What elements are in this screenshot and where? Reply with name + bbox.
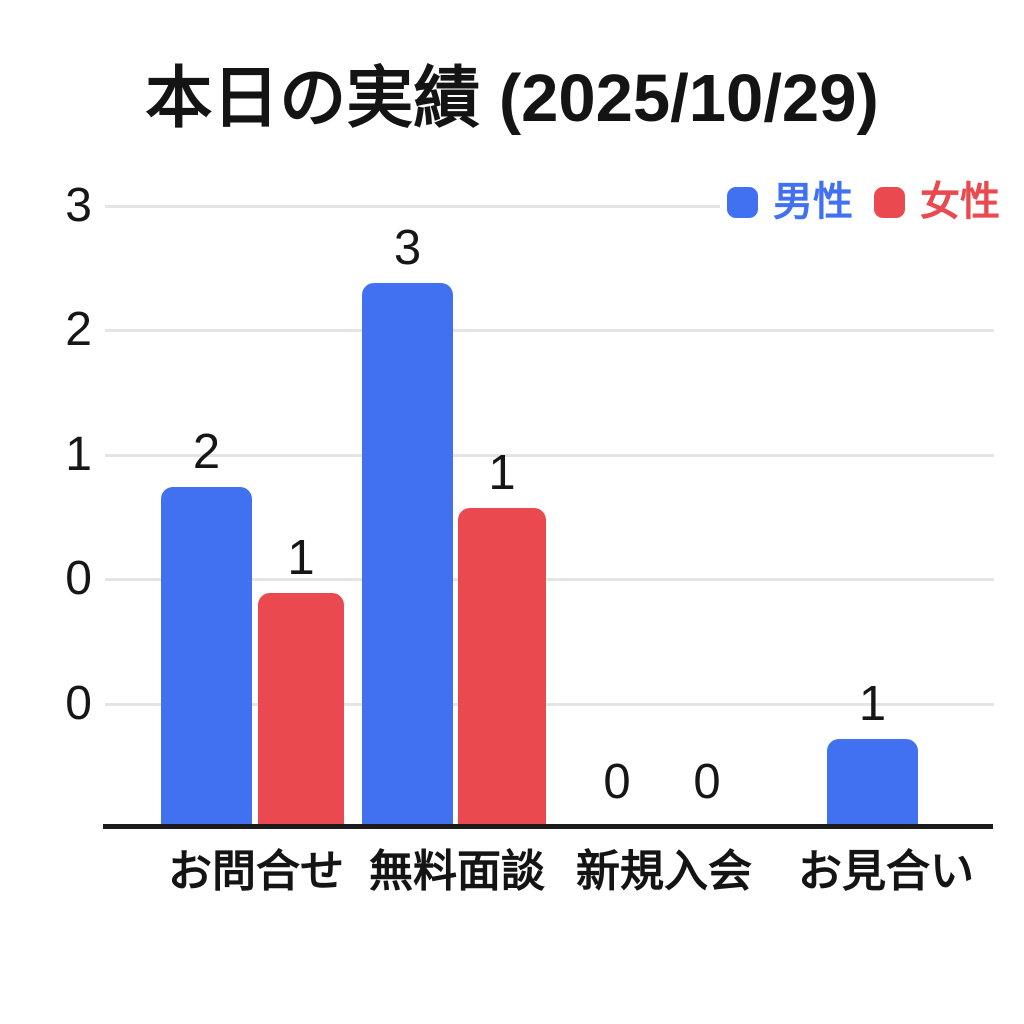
x-axis-line [103,824,993,829]
bar-男性-お見合い [827,739,918,828]
y-axis-tick-label: 0 [65,552,92,605]
legend-label-male: 男性 [773,180,853,224]
gridline [105,578,994,581]
legend-item-male: 男性 [727,182,853,222]
bar-value-label: 3 [393,221,422,275]
gridline [105,454,994,457]
legend-label-female: 女性 [920,180,1000,224]
gridline [105,703,994,706]
bar-男性-お問合せ [161,487,252,828]
bar-value-label: 1 [488,446,516,500]
bar-男性-無料面談 [362,283,453,828]
y-axis-tick-label: 2 [65,303,92,356]
gridline [105,205,720,208]
x-axis-category-label: 新規入会 [576,847,752,896]
x-axis-category-label: お問合せ [168,847,344,896]
y-axis-tick-label: 1 [65,428,92,481]
bar-女性-無料面談 [458,508,546,828]
y-axis-tick-label: 3 [65,179,92,232]
bar-value-label: 2 [192,425,221,479]
y-axis-tick-label: 0 [65,677,92,730]
female-series-swatch-icon [874,186,905,218]
legend-item-female: 女性 [874,182,1000,222]
bar-value-label: 1 [287,531,315,585]
x-axis-category-label: 無料面談 [369,847,545,896]
zero-value-label: 0 [693,755,721,809]
chart-title: 本日の実績 (2025/10/29) [145,61,879,136]
bar-女性-お問合せ [258,593,344,828]
male-series-swatch-icon [727,186,758,218]
chart-legend: 男性 女性 [727,182,1000,222]
zero-value-label: 0 [603,755,631,809]
gridline [105,329,994,332]
bar-value-label: 1 [858,677,887,731]
x-axis-category-label: お見合い [798,847,974,896]
